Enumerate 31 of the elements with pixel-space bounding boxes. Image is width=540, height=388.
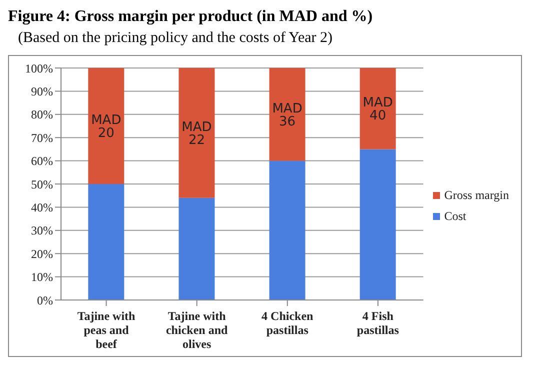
x-tick-label: 4 Fish pastillas (356, 309, 400, 337)
y-tick-label: 40% (31, 200, 53, 214)
bar (269, 160, 306, 300)
x-tick-label: 4 Chicken pastillas (262, 309, 314, 337)
y-tick-label: 70% (31, 130, 53, 145)
data-label: MAD 20 (91, 113, 122, 142)
chart-subtitle: (Based on the pricing policy and the costs of Year 2) (18, 30, 334, 47)
y-tick-label: 80% (31, 108, 53, 122)
chart-title: Figure 4: Gross margin per product (in MAD and %) (8, 8, 374, 26)
y-tick-label: 50% (31, 177, 53, 192)
data-label: MAD 36 (272, 102, 302, 130)
bar (360, 149, 396, 300)
y-tick-label: 20% (31, 246, 53, 261)
y-tick-label: 90% (31, 84, 53, 98)
legend-label: Gross margin (443, 188, 509, 203)
y-tick-label: 60% (31, 154, 53, 168)
x-tick-label: Tajine with chicken and olives (166, 309, 228, 351)
legend-label: Cost (443, 209, 468, 224)
y-tick-label: 10% (31, 270, 53, 284)
y-tick-label: 0% (37, 293, 53, 308)
data-label: MAD 22 (182, 120, 212, 148)
bar (88, 184, 124, 300)
y-tick-label: 30% (31, 224, 53, 238)
data-label: MAD 40 (362, 96, 393, 124)
bar (269, 68, 306, 161)
bar (178, 68, 215, 198)
y-tick-label: 100% (25, 61, 53, 76)
bar (178, 198, 215, 300)
x-tick-label: Tajine with peas and beef (77, 309, 136, 351)
bar (88, 68, 124, 184)
bar (360, 68, 396, 150)
